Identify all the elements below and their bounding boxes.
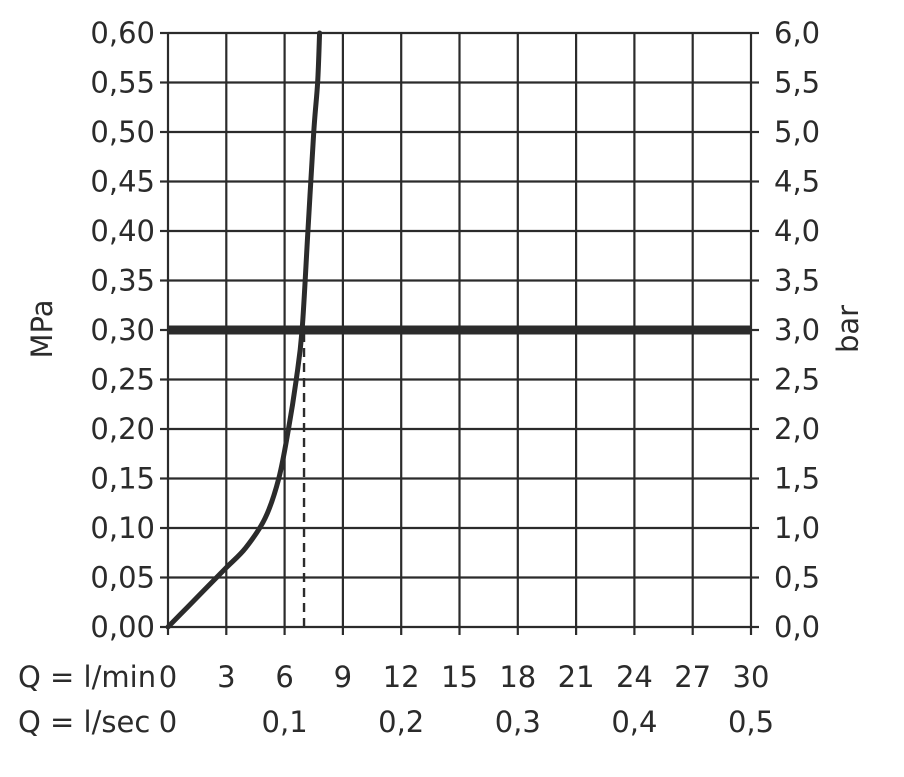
right-tick-label: 1,5 [774,462,820,496]
x-axis-lsec-title: Q = l/sec [18,705,150,739]
x-lmin-tick-label: 12 [383,660,420,694]
left-tick-label: 0,30 [90,313,155,347]
right-axis-tick-labels: 0,0 0,5 1,0 1,5 2,0 2,5 3,0 3,5 4,0 4,5 5,0 5,5 6,0 [774,16,820,644]
axis-ticks [160,31,759,635]
x-lmin-tick-label: 0 [159,660,177,694]
x-axis-lmin-title: Q = l/min [18,660,156,694]
left-tick-label: 0,50 [90,115,155,149]
left-tick-label: 0,10 [90,511,155,545]
right-tick-label: 4,5 [774,165,820,199]
right-axis-title: bar [831,305,865,353]
x-lsec-tick-label: 0 [159,705,177,739]
right-tick-label: 3,5 [774,264,820,298]
x-lmin-tick-label: 24 [616,660,653,694]
left-axis-tick-labels: 0,00 0,05 0,10 0,15 0,20 0,25 0,30 0,35 0,40 0,45… [90,16,155,644]
left-tick-label: 0,55 [90,66,155,100]
x-lmin-tick-label: 9 [334,660,352,694]
x-lsec-tick-label: 0,2 [378,705,424,739]
x-lsec-tick-label: 0,4 [611,705,657,739]
x-lsec-tick-label: 0,5 [728,705,774,739]
left-tick-label: 0,45 [90,165,155,199]
x-axis-lsec-tick-labels: 0 0,1 0,2 0,3 0,4 0,5 [159,705,774,739]
left-tick-label: 0,00 [90,610,155,644]
x-lmin-tick-label: 30 [733,660,770,694]
left-tick-label: 0,25 [90,363,155,397]
right-tick-label: 0,0 [774,610,820,644]
series-line [165,30,323,630]
x-lmin-tick-label: 18 [499,660,536,694]
right-tick-label: 2,0 [774,412,820,446]
x-lmin-tick-label: 3 [217,660,235,694]
x-lmin-tick-label: 15 [441,660,478,694]
right-tick-label: 3,0 [774,313,820,347]
series-layer [165,30,323,630]
left-tick-label: 0,15 [90,462,155,496]
left-axis-title: MPa [25,300,59,359]
right-tick-label: 0,5 [774,561,820,595]
left-tick-label: 0,40 [90,214,155,248]
x-lmin-tick-label: 27 [674,660,711,694]
x-lsec-tick-label: 0,1 [262,705,308,739]
right-tick-label: 5,5 [774,66,820,100]
right-tick-label: 1,0 [774,511,820,545]
x-lsec-tick-label: 0,3 [495,705,541,739]
right-tick-label: 6,0 [774,16,820,50]
right-tick-label: 2,5 [774,363,820,397]
x-axis-lmin-tick-labels: 0 3 6 9 12 15 18 21 24 27 30 [159,660,770,694]
x-lmin-tick-label: 21 [558,660,595,694]
right-tick-label: 5,0 [774,115,820,149]
left-tick-label: 0,60 [90,16,155,50]
right-tick-label: 4,0 [774,214,820,248]
left-tick-label: 0,05 [90,561,155,595]
x-lmin-tick-label: 6 [275,660,293,694]
left-tick-label: 0,35 [90,264,155,298]
left-tick-label: 0,20 [90,412,155,446]
reference-layer [168,325,751,627]
